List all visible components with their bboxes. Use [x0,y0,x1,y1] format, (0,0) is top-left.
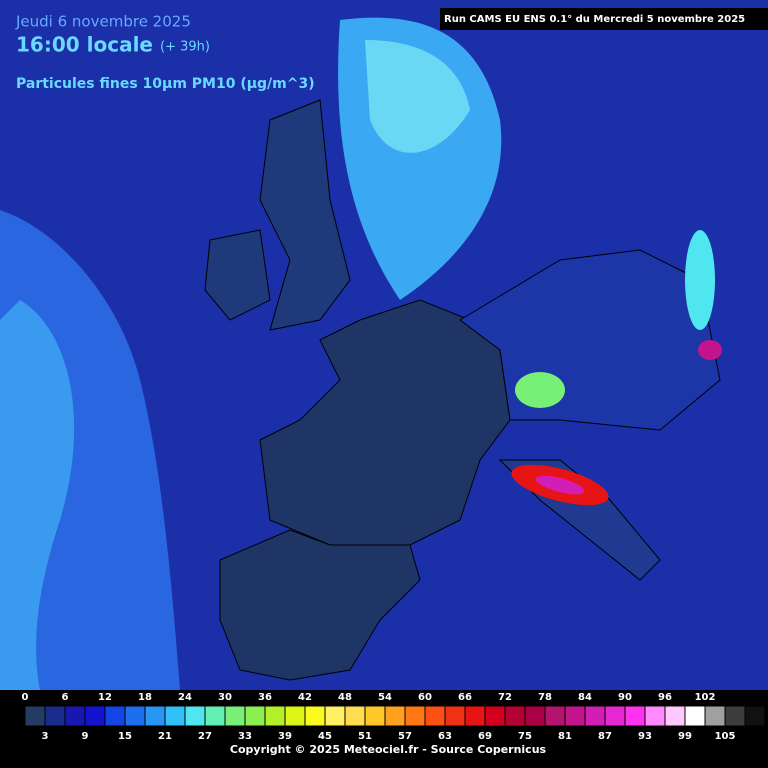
legend-label: 90 [618,692,632,703]
legend-swatch [264,705,286,727]
run-info: Run CAMS EU ENS 0.1° du Mercredi 5 novem… [444,14,745,25]
legend-swatch [504,705,526,727]
legend-label: 15 [118,731,132,742]
legend-label: 84 [578,692,592,703]
legend-swatch [64,705,86,727]
legend-label: 45 [318,731,332,742]
legend-swatch [324,705,346,727]
legend-label: 12 [98,692,112,703]
legend-label: 27 [198,731,212,742]
legend-label: 39 [278,731,292,742]
legend-swatch [664,705,686,727]
plume-west-core [0,300,75,690]
legend-swatch [144,705,166,727]
legend-label: 9 [82,731,89,742]
hotspot-rhine [515,372,565,408]
legend-label: 18 [138,692,152,703]
lead: (+ 39h) [160,40,210,55]
iberia [219,529,421,681]
legend-swatch [284,705,306,727]
legend-label: 33 [238,731,252,742]
legend-swatch [164,705,186,727]
legend-swatch [524,705,546,727]
legend-label: 42 [298,692,312,703]
legend-swatch [44,705,66,727]
legend-label: 63 [438,731,452,742]
legend-label: 96 [658,692,672,703]
legend-label: 87 [598,731,612,742]
legend-swatch [84,705,106,727]
legend-label: 69 [478,731,492,742]
legend-swatch [644,705,666,727]
britain [259,99,351,331]
legend-swatch [364,705,386,727]
legend-label: 99 [678,731,692,742]
legend-swatch [124,705,146,727]
legend-label: 21 [158,731,172,742]
plume-north-core [365,40,470,153]
legend-swatch [704,705,726,727]
legend-label: 105 [715,731,736,742]
legend-label: 6 [62,692,69,703]
legend-swatch [104,705,126,727]
date: Jeudi 6 novembre 2025 [15,13,191,31]
legend-label: 36 [258,692,272,703]
legend-swatch [604,705,626,727]
copyright: Copyright © 2025 Meteociel.fr - Source C… [230,743,547,756]
ireland [204,229,271,321]
run-bg [440,8,768,30]
legend-swatch [484,705,506,727]
legend-swatch [404,705,426,727]
legend-label: 93 [638,731,652,742]
legend-swatch [24,705,46,727]
legend-label: 24 [178,692,192,703]
legend-label: 102 [695,692,716,703]
legend-label: 81 [558,731,572,742]
legend-label: 60 [418,692,432,703]
legend-label: 3 [42,731,49,742]
legend-swatch [304,705,326,727]
hotspot-po-core [535,475,585,495]
legend-swatch [344,705,366,727]
legend-swatch [224,705,246,727]
legend-label: 78 [538,692,552,703]
legend-swatch [724,705,746,727]
legend-label: 48 [338,692,352,703]
legend-label: 66 [458,692,472,703]
legend-swatch [744,705,766,727]
legend-label: 30 [218,692,232,703]
legend-swatch [624,705,646,727]
legend-swatch [684,705,706,727]
legend-label: 57 [398,731,412,742]
legend-label: 51 [358,731,372,742]
legend-label: 72 [498,692,512,703]
parameter: Particules fines 10µm PM10 (µg/m^3) [16,76,315,92]
plume-poland [685,230,715,330]
hotspot-poland [698,340,722,360]
legend-swatch [444,705,466,727]
legend-swatch [564,705,586,727]
legend-swatch [184,705,206,727]
legend-label: 0 [22,692,29,703]
legend-swatch [544,705,566,727]
time: 16:00 locale [16,33,153,57]
legend-bg [0,690,768,768]
legend-swatch [204,705,226,727]
legend-swatch [464,705,486,727]
legend-swatch [584,705,606,727]
legend-label: 75 [518,731,532,742]
legend-swatch [424,705,446,727]
legend-label: 54 [378,692,392,703]
legend-swatch [244,705,266,727]
legend-swatch [384,705,406,727]
